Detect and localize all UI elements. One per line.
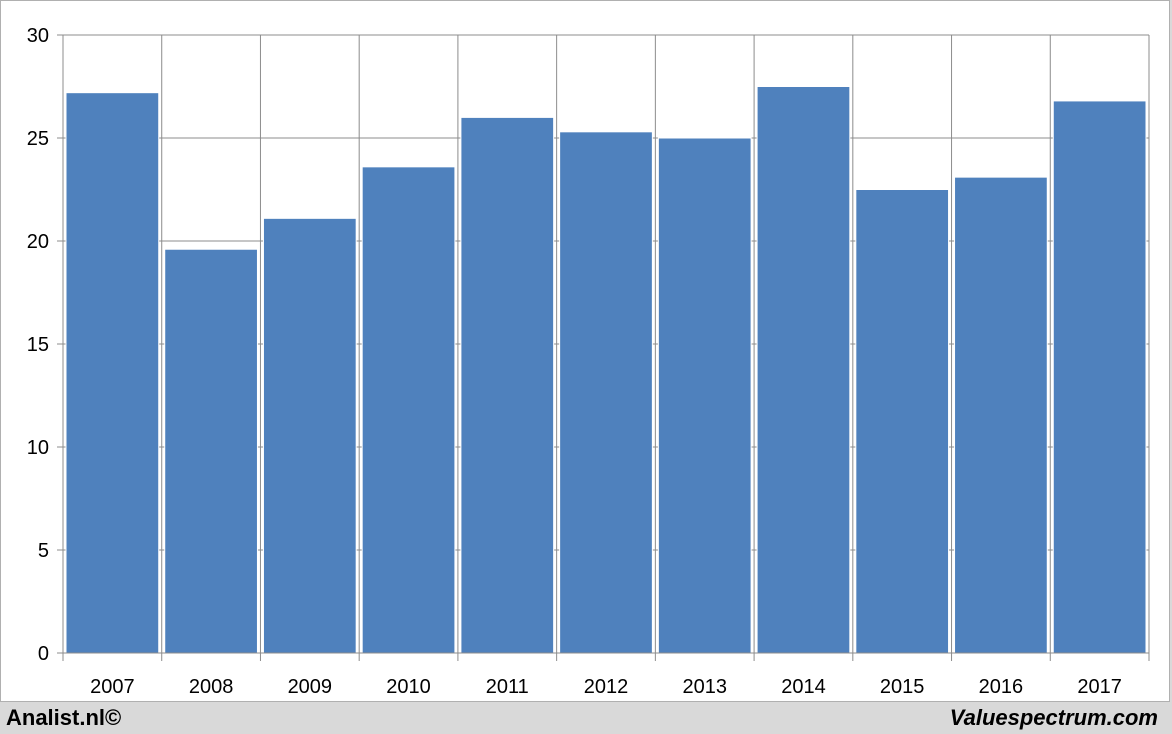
x-tick-label: 2013: [682, 676, 727, 698]
x-tick-label: 2014: [781, 676, 826, 698]
footer-bar: Analist.nl© Valuespectrum.com: [0, 702, 1172, 734]
x-tick-label: 2015: [880, 676, 925, 698]
x-tick-label: 2008: [189, 676, 234, 698]
y-tick-label: 5: [38, 540, 49, 562]
x-tick-label: 2009: [288, 676, 333, 698]
footer-right-text: Valuespectrum.com: [949, 705, 1158, 730]
bars: [65, 86, 1147, 654]
axes: [57, 34, 1150, 661]
y-tick-label: 20: [27, 231, 49, 253]
bar-2010: [361, 166, 456, 654]
bar-2015: [855, 189, 950, 654]
y-tick-label: 30: [27, 25, 49, 47]
footer-left-text: Analist.nl©: [6, 705, 122, 730]
bar-2009: [262, 217, 357, 654]
bar-2014: [756, 86, 851, 654]
bar-2008: [164, 248, 258, 654]
x-tick-label: 2010: [386, 676, 431, 698]
bar-2007: [65, 92, 160, 654]
bar-2017: [1052, 100, 1147, 654]
tick-labels: 0 5 10 15 20 25 30 2007 2008 2009 2010 2011 2012 2013…: [27, 25, 1122, 698]
y-tick-label: 15: [27, 334, 49, 356]
bar-chart: 0 5 10 15 20 25 30 2007 2008 2009 2010 2011 2012 2013…: [27, 25, 1150, 698]
bar-2012: [559, 131, 653, 654]
x-tick-label: 2007: [90, 676, 135, 698]
x-tick-label: 2011: [486, 676, 529, 698]
bar-2013: [657, 137, 752, 654]
chart-frame: 0 5 10 15 20 25 30 2007 2008 2009 2010 2011 2012 2013…: [0, 0, 1170, 702]
y-tick-label: 25: [27, 128, 49, 150]
y-tick-label: 0: [38, 643, 49, 665]
x-tick-label: 2017: [1077, 676, 1122, 698]
y-tick-label: 10: [27, 437, 49, 459]
bar-2011: [460, 116, 555, 654]
x-tick-label: 2012: [584, 676, 629, 698]
bar-2016: [954, 176, 1048, 654]
x-tick-label: 2016: [979, 676, 1024, 698]
